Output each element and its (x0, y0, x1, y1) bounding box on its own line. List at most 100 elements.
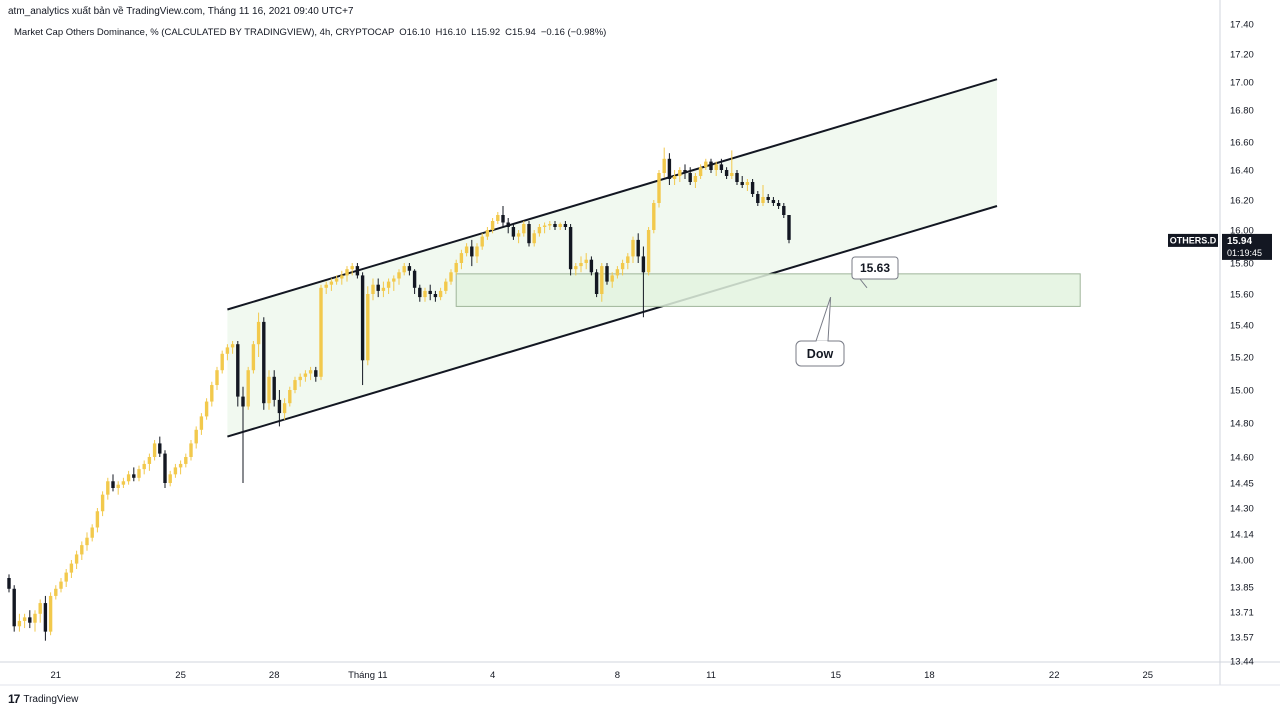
candle-body-up (657, 173, 661, 203)
candle-body-up (480, 236, 484, 247)
candle-body-up (620, 263, 625, 270)
candle-body-down (724, 170, 729, 176)
candle-body-up (454, 263, 458, 273)
candle-body-up (646, 230, 651, 273)
candle-body-down (563, 224, 568, 227)
time-tick-label: 8 (615, 670, 620, 681)
candle-body-down (407, 266, 412, 271)
candle-body-up (548, 224, 552, 226)
price-tick-label: 14.30 (1230, 504, 1254, 515)
candle-body-up (303, 373, 308, 377)
price-tick-label: 15.80 (1230, 259, 1254, 270)
candle-body-up (542, 225, 547, 227)
last-price-box (1222, 233, 1272, 260)
candle-body-up (698, 167, 703, 176)
price-tick-label: 17.40 (1230, 20, 1254, 31)
candle-body-up (745, 182, 750, 185)
candle-body-up (397, 272, 401, 279)
price-tick-label: 15.60 (1230, 290, 1254, 301)
candle-body-up (74, 554, 79, 564)
candle-body-up (17, 620, 22, 627)
price-tick-label: 15.40 (1230, 321, 1254, 332)
level-callout-label: 15.63 (860, 261, 890, 275)
candle-body-down (641, 256, 646, 273)
price-tick-label: 16.00 (1230, 226, 1254, 237)
symbol-description: Market Cap Others Dominance, % (CALCULAT… (14, 27, 395, 38)
candle-body-up (340, 275, 344, 279)
candle-body-down (277, 399, 282, 414)
candle-body-up (215, 370, 219, 386)
brand-name: TradingView (23, 693, 79, 705)
candle-body-up (329, 281, 334, 285)
candle-body-up (22, 617, 27, 621)
symbol-tag-label: OTHERS.D (1170, 235, 1217, 245)
dow-callout-label: Dow (807, 347, 834, 361)
candle-body-up (126, 474, 131, 482)
candle-body-up (610, 275, 614, 282)
candle-body-up (704, 161, 708, 168)
ohlc-open: O16.10 (399, 27, 431, 38)
candle-body-up (194, 429, 198, 444)
candle-body-up (761, 197, 765, 203)
last-price-label: 15.94 (1227, 236, 1252, 247)
price-tick-label: 16.40 (1230, 166, 1254, 177)
candle-body-down (719, 164, 724, 170)
level-callout-pointer (859, 278, 868, 289)
candle-body-up (371, 284, 375, 294)
candle-body-down (158, 443, 162, 454)
candle-body-up (730, 173, 734, 176)
time-tick-label: 28 (269, 670, 280, 681)
ohlc-close: C15.94 (505, 27, 536, 38)
candle-body-up (324, 284, 328, 288)
candle-body-down (766, 197, 770, 200)
tradingview-brand[interactable]: 17 TradingView (8, 692, 78, 706)
time-tick-label: 18 (924, 670, 935, 681)
candle-body-down (683, 170, 687, 173)
price-tick-label: 17.20 (1230, 50, 1254, 61)
candle-body-down (787, 215, 791, 240)
candle-body-up (485, 230, 490, 237)
candle-body-down (771, 200, 776, 203)
candle-body-down (594, 272, 599, 294)
candle-body-down (568, 227, 573, 270)
candle-body-down (776, 203, 781, 206)
candle-body-up (64, 572, 68, 582)
candle-body-down (428, 290, 432, 294)
candle-body-up (615, 269, 620, 276)
candle-body-down (511, 227, 516, 237)
candle-body-up (189, 443, 193, 457)
candle-body-up (210, 385, 214, 402)
candle-body-down (376, 284, 380, 291)
time-tick-label: 25 (175, 670, 186, 681)
candle-body-up (386, 281, 391, 288)
candle-body-up (584, 259, 588, 263)
candle-body-down (314, 370, 318, 377)
candle-body-up (100, 494, 105, 512)
candle-body-up (246, 370, 250, 407)
price-tick-label: 14.80 (1230, 419, 1254, 430)
candle-body-up (121, 481, 126, 485)
candle-body-up (173, 467, 178, 475)
channel-fill (227, 79, 997, 437)
candle-body-down (355, 266, 360, 276)
price-tick-label: 13.57 (1230, 633, 1254, 644)
candle-body-down (667, 158, 672, 179)
candle-body-up (652, 203, 656, 230)
price-tick-label: 14.60 (1230, 453, 1254, 464)
bar-countdown-label: 01:19:45 (1227, 248, 1262, 258)
candle-body-down (418, 287, 422, 298)
candle-body-down (527, 224, 531, 244)
candle-body-down (756, 194, 760, 203)
candle-body-up (168, 474, 172, 483)
tradingview-logo-icon: 17 (8, 692, 20, 706)
price-tick-label: 15.00 (1230, 386, 1254, 397)
candle-body-up (537, 227, 542, 234)
publisher-line: atm_analytics xuất bản về TradingView.co… (8, 6, 354, 17)
time-tick-label: 21 (51, 670, 62, 681)
ohlc-change: −0.16 (−0.98%) (540, 27, 607, 38)
symbol-legend: Market Cap Others Dominance, % (CALCULAT… (14, 27, 611, 38)
price-tick-label: 13.44 (1230, 657, 1254, 668)
candle-body-up (33, 613, 37, 623)
candle-body-up (220, 353, 224, 371)
